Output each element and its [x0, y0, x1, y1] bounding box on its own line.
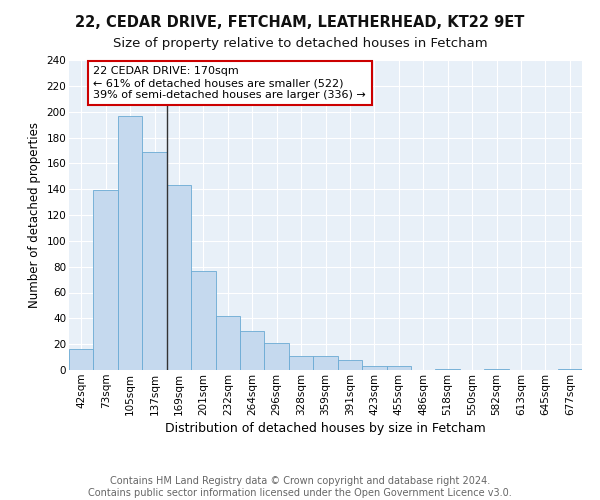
Bar: [313, 356, 338, 370]
Bar: [436, 368, 460, 370]
Bar: [215, 316, 240, 370]
Text: Size of property relative to detached houses in Fetcham: Size of property relative to detached ho…: [113, 38, 487, 51]
Bar: [240, 331, 265, 370]
Text: Contains HM Land Registry data © Crown copyright and database right 2024.
Contai: Contains HM Land Registry data © Crown c…: [88, 476, 512, 498]
Bar: [118, 116, 142, 370]
Bar: [362, 366, 386, 370]
Bar: [289, 356, 313, 370]
Bar: [265, 343, 289, 370]
Y-axis label: Number of detached properties: Number of detached properties: [28, 122, 41, 308]
X-axis label: Distribution of detached houses by size in Fetcham: Distribution of detached houses by size …: [165, 422, 486, 435]
Bar: [69, 350, 94, 370]
Bar: [191, 270, 215, 370]
Bar: [484, 368, 509, 370]
Bar: [338, 360, 362, 370]
Bar: [142, 152, 167, 370]
Bar: [386, 366, 411, 370]
Text: 22, CEDAR DRIVE, FETCHAM, LEATHERHEAD, KT22 9ET: 22, CEDAR DRIVE, FETCHAM, LEATHERHEAD, K…: [76, 15, 524, 30]
Text: 22 CEDAR DRIVE: 170sqm
← 61% of detached houses are smaller (522)
39% of semi-de: 22 CEDAR DRIVE: 170sqm ← 61% of detached…: [94, 66, 366, 100]
Bar: [167, 186, 191, 370]
Bar: [94, 190, 118, 370]
Bar: [557, 368, 582, 370]
